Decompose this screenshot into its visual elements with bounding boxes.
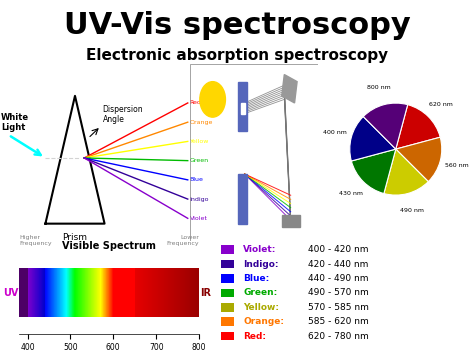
Text: UV-Vis spectroscopy: UV-Vis spectroscopy <box>64 11 410 40</box>
FancyBboxPatch shape <box>220 317 234 326</box>
Text: Indigo: Indigo <box>190 197 209 202</box>
Text: Blue:: Blue: <box>243 274 269 283</box>
Text: Green:: Green: <box>243 288 277 297</box>
Text: Red:: Red: <box>243 332 266 340</box>
FancyBboxPatch shape <box>220 260 234 268</box>
Polygon shape <box>282 75 297 103</box>
Text: Red: Red <box>190 100 201 105</box>
Text: 560 nm: 560 nm <box>445 163 469 168</box>
Text: 490 - 570 nm: 490 - 570 nm <box>309 288 369 297</box>
Text: Dispersion
Angle: Dispersion Angle <box>103 105 143 124</box>
Wedge shape <box>396 105 440 149</box>
Text: Blue: Blue <box>190 178 203 182</box>
Text: 400 - 420 nm: 400 - 420 nm <box>309 245 369 254</box>
FancyBboxPatch shape <box>220 303 234 312</box>
FancyBboxPatch shape <box>220 245 234 254</box>
Text: Yellow:: Yellow: <box>243 303 279 312</box>
FancyBboxPatch shape <box>220 289 234 297</box>
Title: Visible Spectrum: Visible Spectrum <box>62 241 156 251</box>
Circle shape <box>200 82 226 117</box>
Text: Indigo:: Indigo: <box>243 260 279 269</box>
Text: 620 nm: 620 nm <box>429 102 453 107</box>
Text: 800 nm: 800 nm <box>367 85 391 90</box>
Text: Green: Green <box>190 158 209 163</box>
Text: 420 - 440 nm: 420 - 440 nm <box>309 260 369 269</box>
Text: Violet:: Violet: <box>243 245 276 254</box>
Text: 490 nm: 490 nm <box>400 208 424 213</box>
Wedge shape <box>363 103 408 149</box>
Text: 570 - 585 nm: 570 - 585 nm <box>309 303 369 312</box>
FancyBboxPatch shape <box>220 332 234 340</box>
Text: White
Light: White Light <box>1 113 29 132</box>
Text: IR: IR <box>200 288 211 298</box>
Text: 585 - 620 nm: 585 - 620 nm <box>309 317 369 326</box>
Text: 440 - 490 nm: 440 - 490 nm <box>309 274 369 283</box>
Wedge shape <box>350 116 396 161</box>
Text: Yellow: Yellow <box>190 139 209 144</box>
Bar <box>238 174 247 224</box>
Bar <box>238 82 247 131</box>
Text: Orange:: Orange: <box>243 317 284 326</box>
Text: Prism: Prism <box>63 233 88 242</box>
Text: Electronic absorption spectroscopy: Electronic absorption spectroscopy <box>86 48 388 63</box>
Bar <box>282 215 300 227</box>
Text: 620 - 780 nm: 620 - 780 nm <box>309 332 369 340</box>
Wedge shape <box>396 137 442 182</box>
Bar <box>241 103 245 114</box>
Wedge shape <box>384 149 428 195</box>
Text: Violet: Violet <box>190 216 208 221</box>
Wedge shape <box>351 149 396 193</box>
Text: 400 nm: 400 nm <box>322 130 346 135</box>
Text: Orange: Orange <box>190 120 213 125</box>
Text: UV: UV <box>3 288 18 298</box>
FancyBboxPatch shape <box>220 274 234 283</box>
Text: 430 nm: 430 nm <box>339 191 363 197</box>
Text: Lower
Frequency: Lower Frequency <box>166 235 199 246</box>
Text: Higher
Frequency: Higher Frequency <box>19 235 52 246</box>
